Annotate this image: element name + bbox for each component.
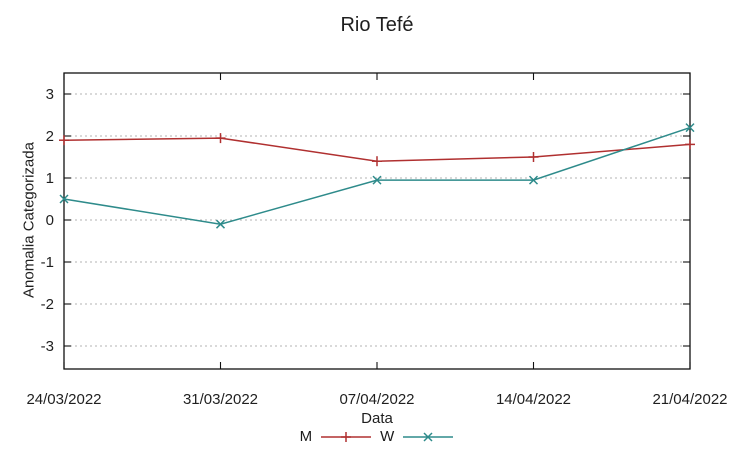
chart-title: Rio Tefé (340, 14, 414, 36)
y-tick-label: 3 (46, 86, 54, 103)
data-point-m-2 (372, 156, 382, 167)
marker-stroke (372, 175, 382, 185)
marker-stroke (685, 123, 695, 133)
y-tick-label: -1 (41, 254, 54, 271)
data-point-w-1 (215, 219, 226, 229)
x-axis-label: Data (361, 410, 393, 427)
marker-stroke (423, 431, 433, 442)
data-point-m-4 (685, 139, 695, 150)
legend-sample-marker (423, 431, 433, 442)
y-tick-label: 1 (46, 170, 54, 187)
x-tick-label: 07/04/2022 (339, 391, 414, 408)
data-point-m-0 (59, 135, 69, 146)
data-point-w-0 (59, 194, 69, 204)
y-tick-label: -3 (41, 338, 54, 355)
x-tick-label: 21/04/2022 (652, 391, 727, 408)
series-line-w (63, 126, 691, 225)
marker-stroke (215, 219, 226, 229)
marker-stroke (528, 175, 539, 185)
data-point-m-1 (215, 133, 226, 144)
x-tick-label: 31/03/2022 (183, 391, 258, 408)
y-tick-label: -2 (41, 296, 54, 313)
data-point-w-4 (685, 123, 695, 133)
plot-frame (63, 72, 691, 370)
legend-label-m: M (299, 428, 313, 445)
data-point-w-3 (528, 175, 539, 185)
data-point-m-3 (528, 152, 539, 162)
marker-stroke (59, 194, 69, 204)
legend-sample-marker (341, 431, 352, 442)
y-tick-label: 2 (46, 128, 54, 145)
legend-sample-w (403, 431, 454, 442)
legend-item-w: W (380, 428, 454, 445)
legend-sample-m (321, 431, 372, 442)
y-tick-label: 0 (46, 212, 54, 229)
x-tick-label: 24/03/2022 (26, 391, 101, 408)
legend-item-m: M (300, 428, 373, 445)
legend-label-w: W (380, 428, 395, 445)
data-point-w-2 (372, 175, 382, 185)
x-tick-label: 14/04/2022 (496, 391, 571, 408)
